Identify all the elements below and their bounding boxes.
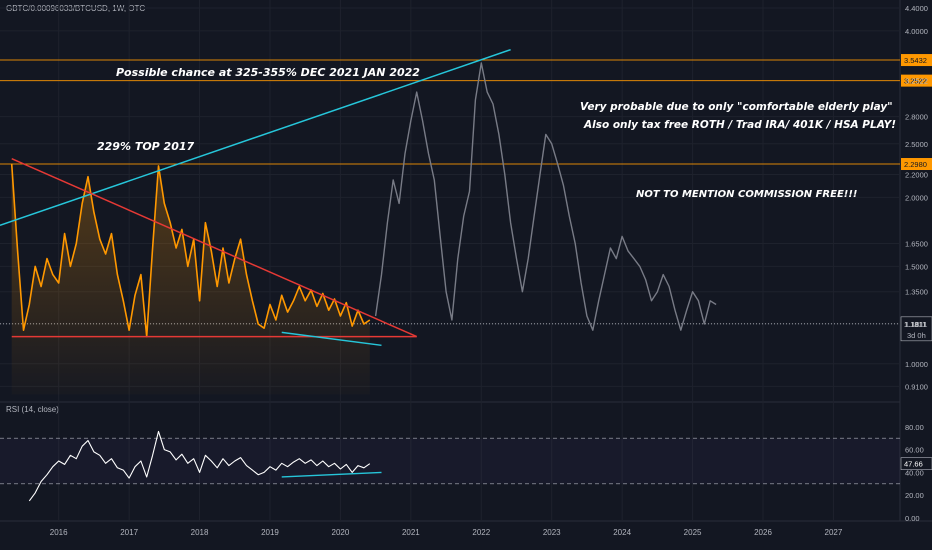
time-tick-label: 2021 bbox=[402, 528, 420, 537]
annotation-target: Possible chance at 325-355% DEC 2021 JAN… bbox=[116, 66, 420, 79]
time-tick-label: 2026 bbox=[754, 528, 772, 537]
annotation-probable-line2: Also only tax free ROTH / Trad IRA/ 401K… bbox=[583, 119, 896, 131]
price-tick-label: 2.5000 bbox=[905, 140, 928, 149]
price-area bbox=[11, 163, 370, 395]
trendline-descending bbox=[11, 157, 418, 338]
level-price-tag bbox=[901, 158, 932, 171]
time-tick-label: 2022 bbox=[472, 528, 490, 537]
price-tick-label: 1.1811 bbox=[905, 320, 927, 329]
rsi-band-fill bbox=[0, 438, 900, 484]
time-tick-label: 2018 bbox=[191, 528, 209, 537]
price-tick-label: 1.5000 bbox=[905, 262, 928, 271]
level-price-tag bbox=[901, 54, 932, 67]
time-tick-label: 2025 bbox=[684, 528, 702, 537]
rsi-tick-label: 60.00 bbox=[905, 446, 924, 455]
time-tick-label: 2020 bbox=[332, 528, 350, 537]
rsi-value-tag bbox=[900, 457, 932, 470]
time-tick-label: 2024 bbox=[613, 528, 631, 537]
level-price-label: 2.2980 bbox=[904, 160, 927, 169]
annotation-commission: NOT TO MENTION COMMISSION FREE!!! bbox=[636, 189, 857, 200]
level-price-label: 3.2522 bbox=[904, 77, 927, 86]
rsi-tick-label: 80.00 bbox=[905, 423, 924, 432]
price-tick-label: 2.2000 bbox=[905, 170, 928, 179]
level-price-label: 3.5432 bbox=[904, 56, 927, 65]
rsi-tick-label: 20.00 bbox=[905, 491, 924, 500]
price-tick-label: 3.2522 bbox=[905, 77, 928, 86]
rsi-tick-label: 0.00 bbox=[905, 514, 920, 523]
price-line-projection bbox=[374, 62, 717, 331]
price-tick-label: 4.4000 bbox=[905, 4, 928, 13]
trendline-upper bbox=[0, 48, 511, 227]
rsi-pane: 47.66 bbox=[0, 430, 932, 502]
current-price-label: 1.1811 bbox=[904, 320, 926, 329]
price-tick-label: 1.6500 bbox=[905, 240, 928, 249]
bar-countdown-label: 3d 0h bbox=[907, 331, 926, 340]
trendline-low bbox=[281, 331, 382, 347]
rsi-line bbox=[28, 430, 371, 502]
time-tick-label: 2016 bbox=[50, 528, 68, 537]
trendlines bbox=[0, 48, 511, 347]
price-tick-label: 2.8000 bbox=[905, 113, 928, 122]
time-tick-label: 2019 bbox=[261, 528, 279, 537]
price-tick-label: 2.0000 bbox=[905, 193, 928, 202]
rsi-indicator-label[interactable]: RSI (14, close) bbox=[6, 405, 59, 414]
price-tick-label: 1.3500 bbox=[905, 288, 928, 297]
time-tick-label: 2027 bbox=[825, 528, 843, 537]
price-tick-label: 1.0000 bbox=[905, 360, 928, 369]
time-tick-label: 2023 bbox=[543, 528, 561, 537]
current-price-tag bbox=[900, 316, 932, 342]
axes: 4.4000 4.0000 3.2522 2.8000 2.5000 2.2000 2.00… bbox=[50, 4, 928, 537]
time-tick-label: 2017 bbox=[120, 528, 138, 537]
price-tick-label: 4.0000 bbox=[905, 27, 928, 36]
price-tick-label: 0.9100 bbox=[905, 382, 928, 391]
rsi-trendline bbox=[281, 471, 382, 478]
price-area-fill bbox=[11, 163, 370, 395]
annotation-probable-line1: Very probable due to only "comfortable e… bbox=[580, 101, 893, 113]
price-line-actual bbox=[10, 163, 371, 338]
price-series bbox=[10, 62, 717, 338]
annotation-top-2017: 229% TOP 2017 bbox=[97, 140, 195, 153]
rsi-value-label: 47.66 bbox=[904, 460, 923, 469]
rsi-tick-label: 40.00 bbox=[905, 468, 924, 477]
level-price-tag bbox=[901, 74, 932, 87]
